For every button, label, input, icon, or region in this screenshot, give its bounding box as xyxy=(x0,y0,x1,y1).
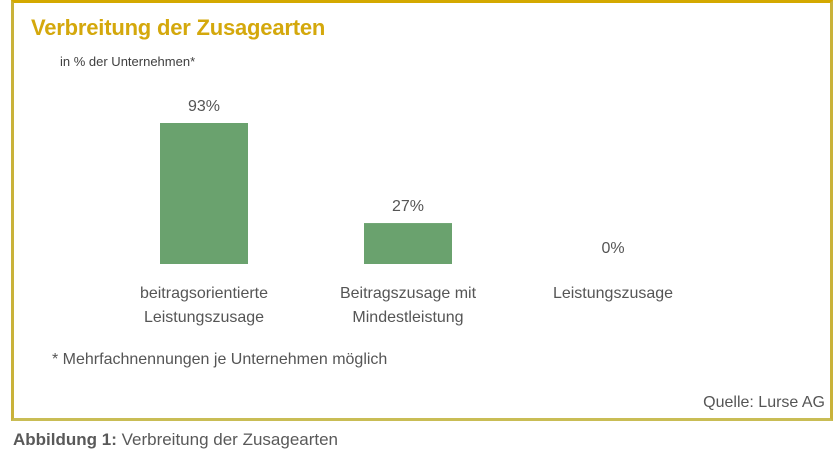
chart-subtitle: in % der Unternehmen* xyxy=(60,54,196,69)
caption-text: Verbreitung der Zusagearten xyxy=(116,430,339,449)
caption-label: Abbildung 1: xyxy=(13,430,117,449)
category-label-0-0: beitragsorientierte xyxy=(140,285,268,302)
data-label-0: 93% xyxy=(188,98,220,115)
bar-0 xyxy=(160,123,248,264)
chart-source: Quelle: Lurse AG xyxy=(703,394,825,411)
bar-1 xyxy=(364,223,452,264)
data-label-2: 0% xyxy=(601,240,624,257)
chart-title: Verbreitung der Zusagearten xyxy=(31,15,326,40)
bar-chart: 93% beitragsorientierte Leistungszusage 27%… xyxy=(140,98,673,326)
category-label-0-1: Leistungszusage xyxy=(144,309,264,326)
chart-footnote: * Mehrfachnennungen je Unternehmen mögli… xyxy=(52,351,388,368)
data-label-1: 27% xyxy=(392,198,424,215)
category-label-1-0: Beitragszusage mit xyxy=(340,285,477,302)
category-label-1-1: Mindestleistung xyxy=(352,309,463,326)
figure-caption: Abbildung 1: Verbreitung der Zusagearten xyxy=(13,430,338,450)
category-label-2-0: Leistungszusage xyxy=(553,285,673,302)
chart-frame xyxy=(11,0,833,421)
